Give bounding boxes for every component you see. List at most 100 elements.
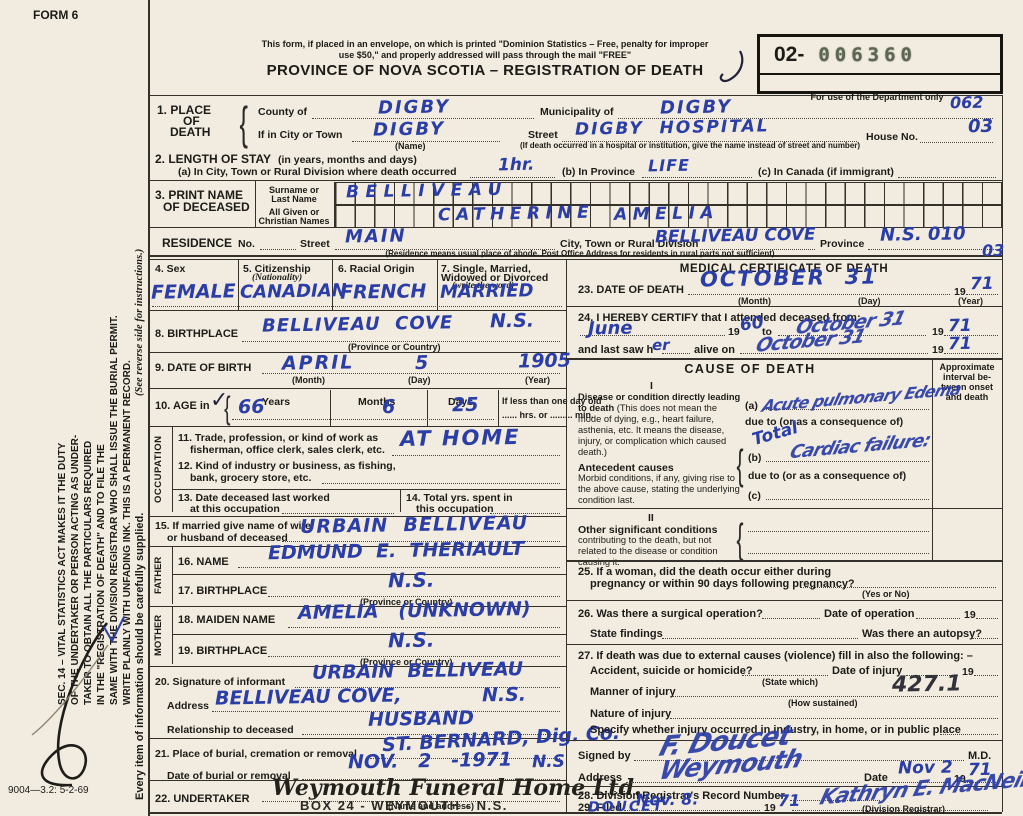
attended-from-value: June: [587, 317, 633, 340]
s15-label-2: or husband of deceased: [167, 532, 288, 544]
from-year-printed: 19: [728, 326, 740, 338]
from-year-value: 60: [738, 312, 765, 336]
to-year-value: 71: [947, 315, 972, 337]
s2a-label: (a) In City, Town or Rural Division wher…: [178, 166, 457, 178]
rule: [148, 388, 566, 389]
birthplace-province: N.S.: [489, 309, 535, 333]
informant-address-label: Address: [167, 700, 210, 712]
s13-label-2: at this occupation: [190, 503, 280, 515]
dotted-line: [262, 800, 560, 802]
print-code: 9004—3.2: 5-2-69: [8, 785, 89, 796]
dotted-line: [742, 674, 828, 676]
month-note: (Month): [292, 375, 325, 385]
dotted-line: [748, 530, 929, 532]
marital-sublabel: (write the word): [452, 281, 515, 291]
s25-label-1: 25. If a woman, did the death occur eith…: [578, 566, 832, 578]
name-note: (Name): [395, 141, 426, 151]
dotted-line: [940, 733, 998, 735]
signed-date-label: Date: [864, 772, 888, 784]
dotted-line: [868, 248, 996, 250]
column-divider: [566, 259, 567, 812]
form-left-border: [148, 0, 150, 816]
dotted-line: [260, 248, 296, 250]
house-no-value: 03: [967, 115, 994, 138]
state-which-note: (State which): [762, 677, 819, 687]
dotted-line: [672, 695, 998, 697]
divider: [255, 181, 256, 227]
dotted-line: [242, 340, 560, 342]
dotted-line: [392, 454, 560, 456]
dotted-line: [232, 418, 494, 420]
age-days: 25: [451, 393, 479, 417]
age-years: 66: [237, 395, 265, 419]
days-label: Days: [448, 396, 474, 408]
dotted-line: [766, 460, 929, 462]
rule: [148, 227, 338, 228]
divider: [427, 390, 428, 426]
residence-province-value: N.S. 010: [879, 223, 966, 246]
dotted-line: [762, 617, 820, 619]
s2-title: 2. LENGTH OF STAY: [155, 152, 272, 166]
dotted-line: [262, 372, 560, 374]
mother-birthplace-note: (Province or Country): [360, 657, 453, 667]
residence-city-label: City, Town or Rural Division: [560, 238, 699, 250]
s11-label-2: fisherman, office clerk, sales clerk, et…: [190, 444, 385, 456]
dotted-line: [790, 799, 880, 801]
date-of-birth-label: 9. DATE OF BIRTH: [155, 362, 252, 374]
interval-label-3: tween onset: [940, 382, 993, 392]
dotted-line: [642, 176, 752, 178]
s29-filed-label: 29. Filed: [578, 802, 623, 814]
dotted-line: [944, 334, 998, 336]
dotted-line: [800, 586, 996, 588]
dotted-line: [964, 781, 998, 783]
s26-date-label: Date of operation: [824, 608, 915, 620]
serial-number-box: 02- 006360: [757, 34, 1003, 94]
s15-label-1: 15. If married give name of wife: [155, 520, 311, 532]
racial-origin-value: FRENCH: [339, 280, 427, 304]
divider: [932, 358, 933, 560]
dotted-line: [763, 408, 929, 410]
s26-findings-label: State findings: [590, 628, 663, 640]
relationship-value: HUSBAND: [367, 707, 475, 731]
rule: [148, 546, 566, 547]
informant-address-value: BELLIVEAU COVE,: [214, 684, 402, 710]
dotted-line: [268, 595, 560, 597]
citizenship-label: 5. Citizenship: [243, 263, 311, 275]
divider: [238, 259, 239, 310]
rule: [148, 516, 566, 517]
divider: [400, 489, 401, 512]
last-saw-label: and last saw h: [578, 344, 654, 356]
dotted-line: [670, 717, 998, 719]
marital-label-1: 7. Single, Married,: [441, 263, 531, 275]
rule: [148, 780, 566, 781]
signed-year-printed: 19: [954, 773, 966, 785]
mother-side-label: MOTHER: [153, 614, 164, 656]
given-name-value-2: AMELIA: [613, 203, 720, 225]
marital-label-2: Widowed or Divorced: [441, 272, 549, 284]
dotted-line: [295, 686, 560, 688]
s26-year-printed: 19: [964, 609, 976, 621]
rule: [148, 666, 566, 667]
given-sublabel-1: All Given or: [268, 207, 320, 217]
given-sublabel-2: Christian Names: [258, 216, 330, 226]
form-number: FORM 6: [33, 8, 79, 22]
cause-of-death-title: CAUSE OF DEATH: [684, 362, 816, 376]
death-date-value: OCTOBER 31: [699, 264, 878, 292]
s3-title-line2: OF DECEASED: [163, 200, 250, 214]
rule: [566, 508, 1002, 509]
hrs-min-label: ...... hrs. or ......... min.: [502, 410, 594, 420]
seen-year-printed: 19: [932, 344, 944, 356]
s2c-label: (c) In Canada (if immigrant): [758, 166, 894, 178]
rule: [172, 489, 566, 490]
doucet-stamp: DOUCET: [587, 798, 665, 816]
s2-subtitle: (in years, months and days): [278, 154, 417, 166]
dotted-line: [212, 710, 560, 712]
informant-address-province: N.S.: [481, 683, 527, 707]
cause-roman-II: II: [648, 512, 654, 524]
rule: [566, 644, 1002, 645]
mother-birthplace-label: 19. BIRTHPLACE: [178, 645, 268, 657]
other-conditions-bold: Other significant conditions: [578, 524, 718, 536]
cause-due-b-label: due to (or as a consequence of): [748, 470, 907, 482]
occupation-side-label: OCCUPATION: [153, 435, 164, 503]
relationship-label: Relationship to deceased: [167, 724, 294, 736]
